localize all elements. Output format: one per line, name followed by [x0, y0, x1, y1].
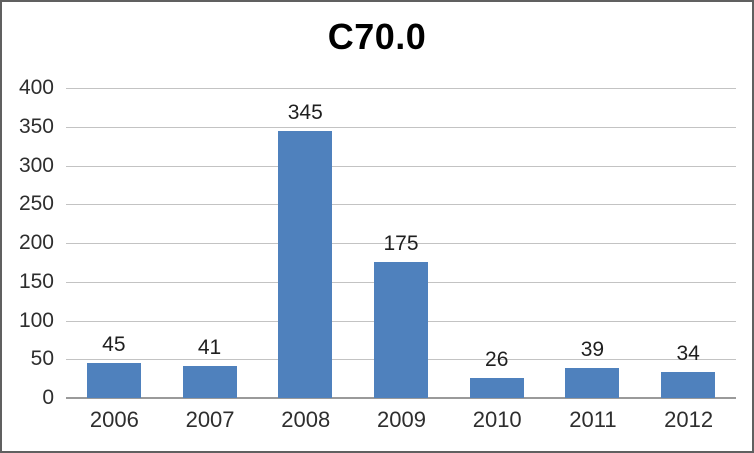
bar-value-label: 175	[383, 232, 419, 256]
x-tick-label: 2011	[569, 407, 617, 432]
y-tick-label: 250	[18, 192, 54, 216]
bar-value-label: 345	[287, 100, 323, 124]
x-tick-label: 2010	[472, 407, 522, 432]
y-tick-label: 400	[18, 76, 54, 99]
chart-title: C70.0	[327, 16, 427, 57]
x-tick-label: 2007	[185, 407, 235, 432]
bar	[565, 367, 620, 398]
bar	[278, 130, 333, 398]
x-tick-label: 2008	[281, 407, 331, 432]
gridline	[66, 165, 736, 167]
x-tick-label: 2009	[377, 407, 426, 432]
bar-value-label: 45	[102, 333, 126, 357]
bar	[469, 377, 524, 398]
x-axis-line	[66, 397, 736, 399]
y-tick-label: 100	[18, 308, 54, 332]
y-tick-label: 200	[18, 231, 54, 254]
bar	[661, 371, 716, 398]
gridline	[66, 88, 736, 89]
bar	[182, 366, 237, 398]
y-tick-label: 150	[18, 269, 54, 293]
x-tick-label: 2006	[89, 407, 139, 432]
gridline	[66, 243, 736, 244]
y-tick-label: 350	[18, 114, 54, 138]
y-tick-label: 0	[42, 386, 54, 409]
bar	[86, 363, 141, 398]
bar-value-label: 41	[197, 336, 222, 360]
bar-value-label: 34	[676, 341, 700, 365]
gridline	[66, 204, 736, 206]
bar-value-label: 26	[485, 347, 509, 371]
y-tick-label: 300	[18, 153, 54, 177]
x-tick-label: 2012	[664, 407, 714, 432]
y-tick-label: 50	[30, 347, 54, 371]
bar	[374, 262, 428, 398]
gridline	[66, 126, 736, 128]
bar-value-label: 39	[580, 337, 605, 361]
